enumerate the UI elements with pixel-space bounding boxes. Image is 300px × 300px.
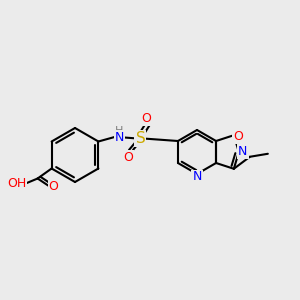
Text: N: N	[192, 170, 202, 184]
Text: O: O	[123, 151, 133, 164]
Text: OH: OH	[7, 177, 26, 190]
Text: H: H	[115, 127, 124, 136]
Text: O: O	[233, 130, 243, 143]
Text: S: S	[136, 131, 145, 146]
Text: O: O	[141, 112, 151, 125]
Text: O: O	[49, 180, 58, 193]
Text: N: N	[115, 131, 124, 144]
Text: N: N	[238, 145, 248, 158]
